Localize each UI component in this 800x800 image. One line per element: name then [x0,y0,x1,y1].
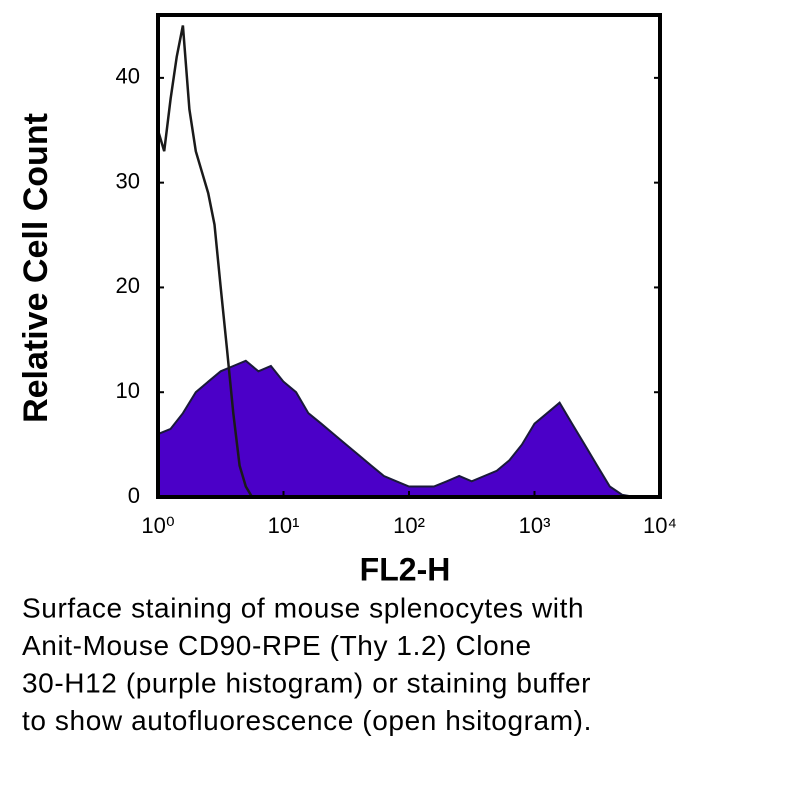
x-tick-label: 10⁰ [141,513,174,538]
y-tick-label: 40 [116,64,140,89]
histogram-line [156,25,254,498]
histogram-area [157,359,636,498]
y-tick-label: 0 [128,483,140,508]
x-tick-label: 10² [393,513,425,538]
x-tick-label: 10¹ [268,513,300,538]
y-axis-label: Relative Cell Count [17,113,55,423]
x-tick-label: 10⁴ [643,513,677,538]
y-tick-label: 30 [116,168,140,193]
x-axis-label: FL2-H [360,551,451,587]
y-tick-label: 10 [116,378,140,403]
y-tick-label: 20 [116,273,140,298]
caption-line: to show autofluorescence (open hsitogram… [22,705,592,736]
caption-line: Anit-Mouse CD90-RPE (Thy 1.2) Clone [22,630,532,661]
caption-line: Surface staining of mouse splenocytes wi… [22,592,584,623]
caption-line: 30-H12 (purple histogram) or staining bu… [22,667,591,698]
x-tick-label: 10³ [519,513,551,538]
